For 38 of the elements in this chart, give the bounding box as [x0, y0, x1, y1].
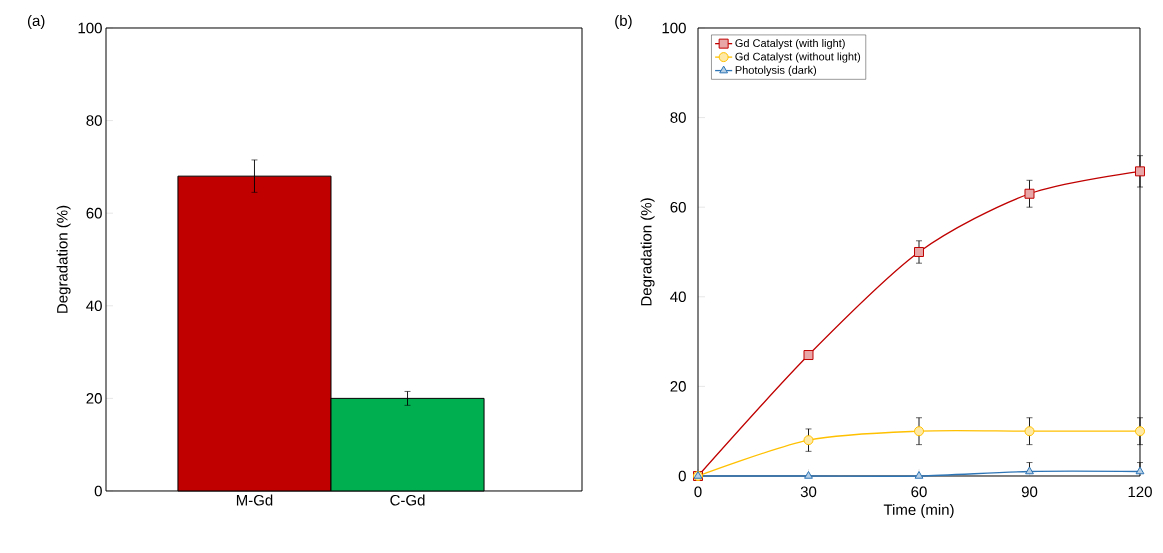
point: [1135, 166, 1145, 177]
point: [1135, 466, 1145, 475]
x-tick-label: 0: [694, 486, 702, 498]
x-tick-label: 120: [1128, 486, 1152, 498]
legend-label: Gd Catalyst (without light): [735, 52, 861, 63]
y-tick-label: 100: [78, 22, 102, 34]
point: [914, 426, 924, 437]
y-tick-label: 0: [678, 470, 686, 482]
point: [803, 350, 814, 361]
y-tick-label: 100: [662, 22, 686, 34]
point: [914, 246, 924, 257]
y-tick-label: 40: [86, 300, 102, 312]
point: [804, 470, 813, 479]
point: [1135, 426, 1145, 437]
point: [1024, 426, 1035, 437]
y-tick-label: 20: [670, 381, 686, 392]
point: [803, 435, 814, 446]
chart-title: (a): [27, 15, 45, 29]
y-tick-label: 60: [86, 207, 102, 219]
y-axis-title: Degradation (%): [56, 205, 71, 313]
y-tick-label: 20: [86, 393, 102, 404]
legend-label: Photolysis (dark): [735, 65, 817, 77]
x-tick-label: 30: [800, 486, 817, 498]
y-axis-title: Degradation (%): [640, 198, 655, 306]
y-tick-label: 40: [670, 291, 686, 303]
y-tick-label: 60: [670, 201, 686, 213]
point: [914, 470, 924, 479]
legend-label: Gd Catalyst (with light): [735, 38, 845, 50]
x-tick-label: 60: [911, 486, 927, 498]
x-tick-label: 90: [1021, 486, 1038, 498]
x-tick-label: M-Gd: [236, 494, 273, 506]
point: [1025, 466, 1034, 475]
point: [1024, 188, 1035, 199]
chart-title: (b): [615, 15, 632, 29]
x-axis-title: Time (min): [883, 504, 954, 518]
y-tick-label: 80: [86, 115, 102, 126]
y-tick-label: 80: [670, 112, 686, 123]
x-tick-label: C-Gd: [390, 494, 425, 506]
